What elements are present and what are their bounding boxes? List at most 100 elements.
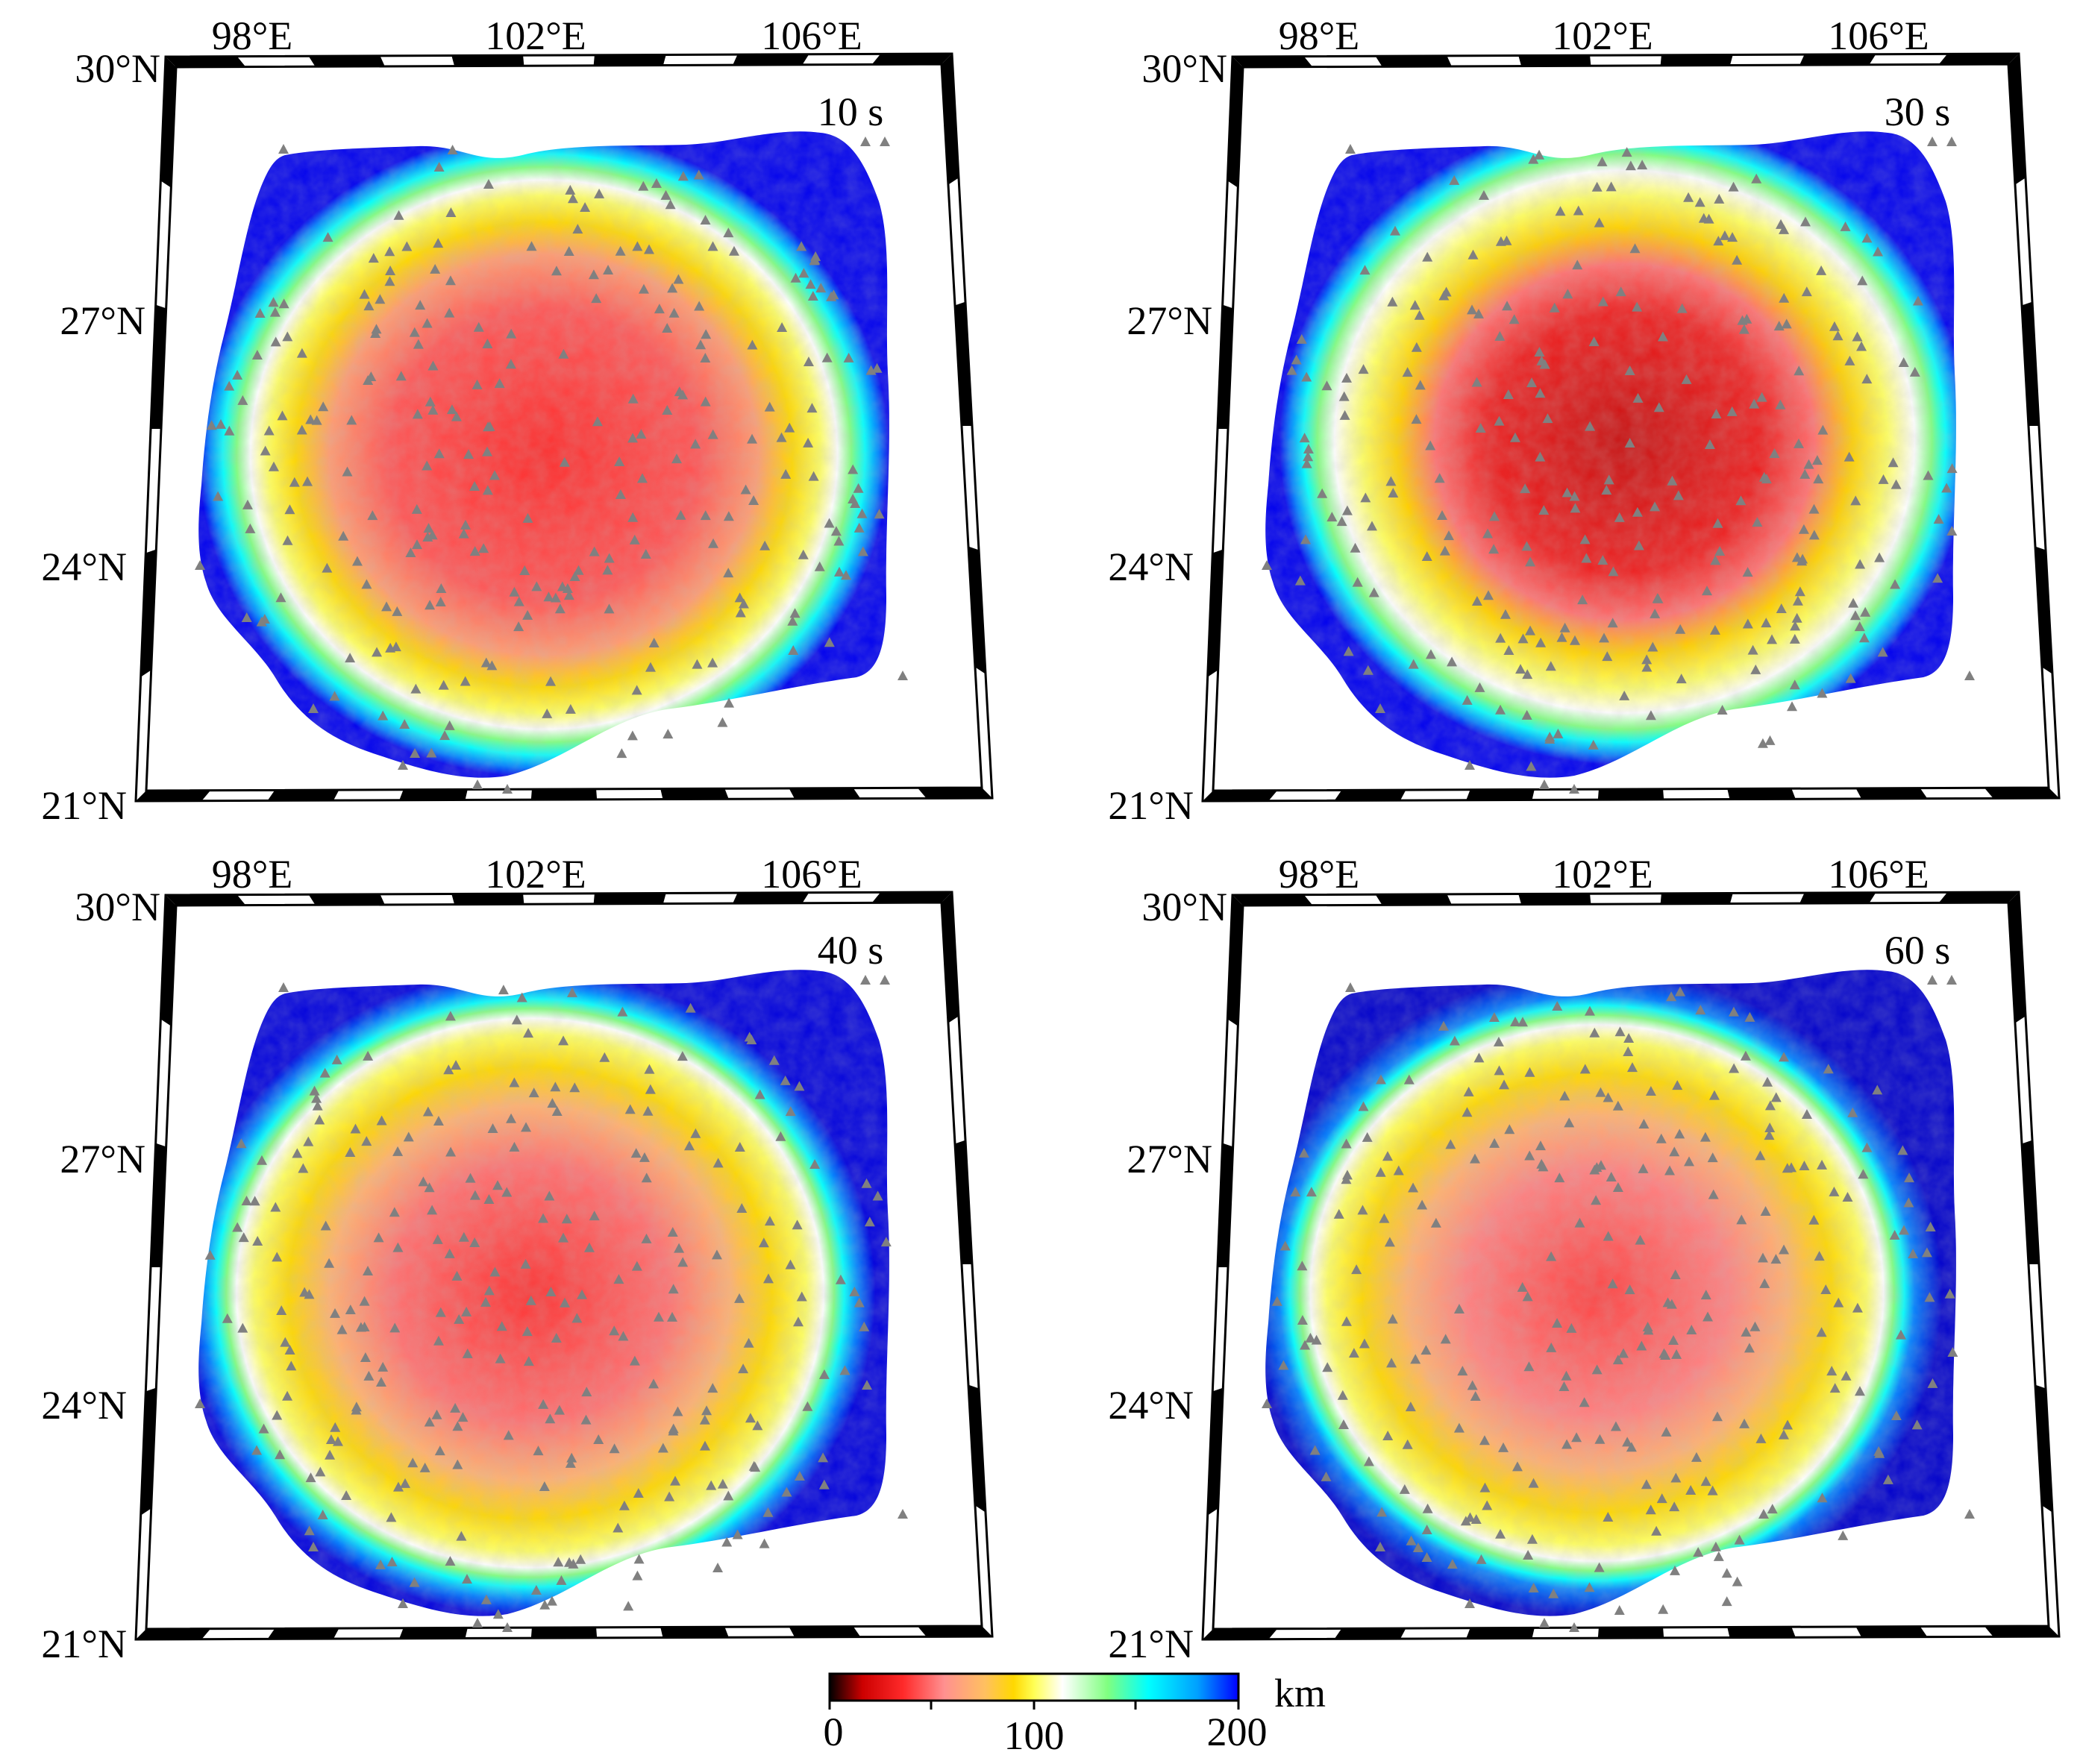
frame-bar-bottom [136, 1628, 211, 1639]
map-panel-1: 98°E 102°E 106°E 30°N 27°N 24°N 21°N 10 s [41, 13, 994, 828]
colorbar-tick-100: 100 [1004, 1713, 1065, 1758]
colorbar-tick-200: 200 [1207, 1710, 1268, 1754]
lon-label-0: 98°E [212, 852, 293, 897]
frame-bar-top [593, 54, 666, 66]
lon-label-0: 98°E [1279, 13, 1360, 58]
frame-bar-top [1660, 893, 1733, 904]
frame-bar-top [593, 893, 666, 904]
frame-bar-bottom [1334, 1628, 1406, 1639]
lon-label-1: 102°E [1552, 852, 1653, 897]
frame-bar-right [942, 54, 959, 185]
frame-bar-left [1227, 895, 1243, 1026]
lon-label-0: 98°E [1279, 852, 1360, 897]
lon-label-1: 102°E [485, 13, 586, 58]
frame-bar-top [1518, 894, 1591, 905]
lat-label-1: 27°N [60, 1137, 145, 1181]
lat-label-1: 27°N [1127, 298, 1212, 343]
frame-bar-bottom [1984, 788, 2059, 799]
frame-bar-bottom [1334, 790, 1406, 801]
lat-label-3: 21°N [1108, 1622, 1194, 1666]
frame-bar-top [1232, 894, 1313, 905]
frame-bar-right [2022, 301, 2039, 426]
frame-bar-top [308, 894, 385, 905]
frame-bar-bottom [1203, 1628, 1278, 1639]
frame-bar-top [451, 55, 524, 66]
frame-bar-top [1660, 54, 1733, 66]
lat-label-3: 21°N [1108, 783, 1194, 828]
frame-bar-left [1207, 1387, 1224, 1516]
frame-bar-top [1799, 892, 1876, 904]
map-panel-2: 98°E 102°E 106°E 30°N 27°N 24°N 21°N 30 s [1108, 13, 2061, 828]
lat-label-2: 24°N [1108, 544, 1194, 589]
frame-bar-right [2022, 1140, 2039, 1264]
frame-bar-bottom [1855, 1626, 1928, 1637]
frame-bar-top [1938, 54, 2019, 65]
frame-bar-top [166, 894, 246, 905]
frame-bar-bottom [660, 1627, 729, 1638]
frame-bar-top [1518, 55, 1591, 66]
frame-bar-bottom [267, 1628, 339, 1639]
frame-bar-left [160, 895, 176, 1026]
frame-bar-bottom [660, 788, 729, 800]
frame-bar-top [308, 55, 385, 67]
frame-bar-bottom [1855, 788, 1928, 799]
frame-bar-top [733, 54, 809, 66]
frame-bar-left [1218, 1143, 1233, 1267]
map-panel-3: 98°E 102°E 106°E 30°N 27°N 24°N 21°N 40 s [41, 852, 994, 1666]
lat-label-2: 24°N [41, 1383, 127, 1428]
frame-bar-bottom [1466, 789, 1535, 800]
lon-label-1: 102°E [485, 852, 586, 897]
frame-bar-top [1232, 56, 1313, 67]
lat-label-0: 30°N [75, 885, 160, 929]
frame-bar-bottom [789, 1626, 861, 1637]
frame-bar-bottom [1597, 788, 1664, 800]
frame-bar-top [1375, 894, 1452, 905]
lat-label-1: 27°N [60, 298, 145, 343]
relief-shading [1265, 131, 1956, 778]
lat-label-2: 24°N [1108, 1383, 1194, 1428]
frame-bar-left [1227, 57, 1243, 188]
frame-bar-top [451, 894, 524, 905]
lon-label-2: 106°E [761, 852, 862, 897]
frame-bar-right [2035, 546, 2052, 674]
frame-bar-top [871, 54, 952, 65]
frame-bar-left [140, 549, 157, 677]
colorbar-ticks [828, 1701, 1240, 1710]
frame-bar-bottom [1727, 788, 1796, 800]
frame-bar-bottom [530, 788, 598, 800]
frame-bar-bottom [399, 1628, 468, 1639]
frame-bar-top [166, 56, 246, 67]
lat-label-1: 27°N [1127, 1137, 1212, 1181]
frame-bar-right [2008, 54, 2026, 185]
lon-label-1: 102°E [1552, 13, 1653, 58]
frame-bar-left [140, 1387, 157, 1516]
frame-bar-left [1207, 549, 1224, 677]
period-label: 60 s [1885, 928, 1951, 973]
map-panel-4: 98°E 102°E 106°E 30°N 27°N 24°N 21°N 60 s [1108, 852, 2061, 1666]
period-label: 10 s [818, 90, 884, 134]
frame-bar-bottom [1466, 1628, 1535, 1639]
lat-label-3: 21°N [41, 1622, 127, 1666]
period-label: 30 s [1885, 90, 1951, 134]
frame-bar-left [151, 1143, 166, 1267]
relief-shading [1265, 970, 1956, 1616]
frame-bar-top [1375, 55, 1452, 67]
relief-shading [198, 970, 889, 1616]
frame-bar-right [968, 546, 986, 674]
frame-bar-bottom [789, 788, 861, 799]
period-label: 40 s [818, 928, 884, 973]
colorbar-unit: km [1274, 1671, 1326, 1716]
frame-bar-bottom [917, 1626, 992, 1637]
frame-bar-left [160, 57, 176, 188]
lat-label-0: 30°N [75, 46, 160, 91]
colorbar-ramp [828, 1672, 1240, 1702]
frame-bar-top [1799, 54, 1876, 66]
frame-bar-left [1218, 304, 1233, 429]
frame-bar-bottom [1203, 790, 1278, 801]
frame-bar-top [733, 892, 809, 904]
lon-label-2: 106°E [1828, 13, 1929, 58]
lat-label-0: 30°N [1141, 46, 1227, 91]
relief-shading [198, 131, 889, 778]
frame-bar-right [2035, 1384, 2052, 1513]
